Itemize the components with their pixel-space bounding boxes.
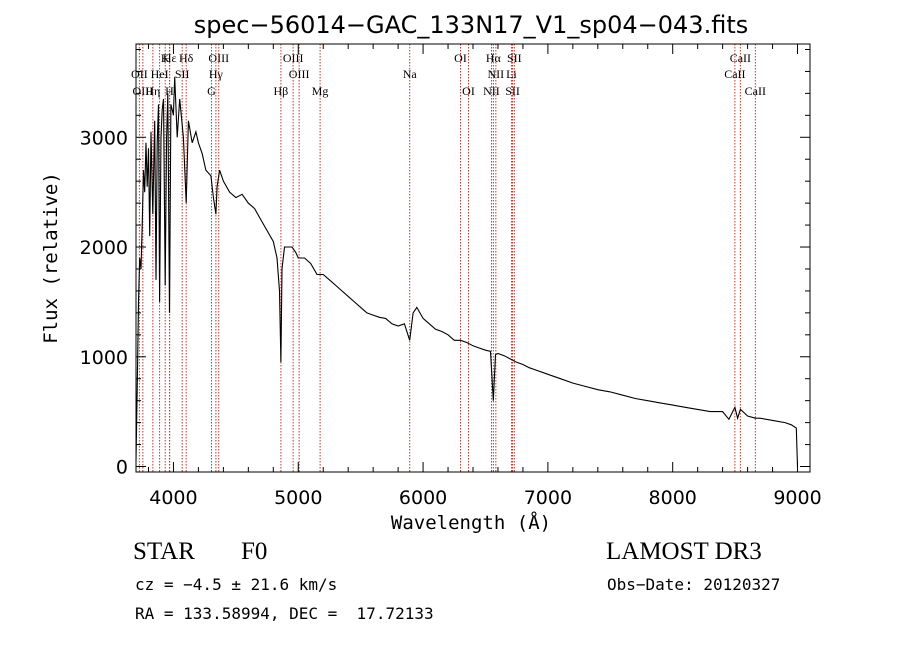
line-label-3: OIII [208, 51, 229, 65]
x-tick-label-8000: 8000 [649, 487, 697, 509]
spectral-subclass: F0 [241, 538, 268, 565]
y-axis-label: Flux (relative) [40, 172, 62, 344]
observation-date: Obs−Date: 20120327 [607, 575, 781, 594]
y-tick-label-0: 0 [116, 457, 128, 479]
y-tick-label-2000: 2000 [80, 237, 128, 259]
line-label-22: Hβ [274, 84, 289, 98]
line-label-14: Na [403, 67, 418, 81]
spectrum-line [135, 76, 799, 467]
line-label-26: SII [505, 84, 520, 98]
plot-frame [135, 43, 811, 473]
survey-name: LAMOST DR3 [606, 538, 762, 565]
spectral-line-markers [138, 44, 756, 472]
line-label-8: CaII [730, 51, 751, 65]
line-label-7: SII [507, 51, 522, 65]
y-tick-label-3000: 3000 [80, 127, 128, 149]
coordinates: RA = 133.58994, DEC = 17.72133 [135, 604, 434, 623]
x-tick-label-7000: 7000 [524, 487, 572, 509]
line-label-19: Hη [145, 84, 160, 98]
line-label-1: K [161, 51, 170, 65]
line-label-10: HeI [151, 67, 169, 81]
line-label-27: CaII [745, 84, 766, 98]
x-tick-label-9000: 9000 [773, 487, 821, 509]
line-label-21: G [207, 84, 216, 98]
line-label-18: OIII [133, 84, 154, 98]
axis-ticks: 4000 5000 6000 7000 8000 9000 0 1000 2000 3000 [80, 44, 822, 509]
object-class: STAR [133, 538, 195, 565]
line-label-0: Hε [163, 51, 177, 65]
x-tick-label-4000: 4000 [149, 487, 197, 509]
redshift-velocity: cz = −4.5 ± 21.6 km/s [135, 575, 338, 594]
spectral-line-labels: HεK Hδ OIII OIII OI Hα SII CaII OII HeI SII Hγ OIII N… [131, 51, 766, 98]
line-label-12: Hγ [209, 67, 224, 81]
line-label-4: OIII [283, 51, 304, 65]
line-label-16: Li [506, 67, 517, 81]
line-label-23: Mg [312, 84, 329, 98]
line-label-13: OIII [289, 67, 310, 81]
line-label-11: SII [175, 67, 190, 81]
line-label-15: NII [488, 67, 505, 81]
line-label-24: OI [462, 84, 475, 98]
line-label-9: OII [131, 67, 148, 81]
line-label-5: OI [454, 51, 467, 65]
x-tick-label-5000: 5000 [274, 487, 322, 509]
x-tick-label-6000: 6000 [399, 487, 447, 509]
line-label-2: Hδ [179, 51, 194, 65]
line-label-20: H [165, 84, 174, 98]
line-label-6: Hα [486, 51, 502, 65]
y-tick-label-1000: 1000 [80, 347, 128, 369]
line-label-17: CaII [724, 67, 745, 81]
line-label-25: NII [483, 84, 500, 98]
chart-title: spec−56014−GAC_133N17_V1_sp04−043.fits [194, 11, 748, 39]
x-axis-label: Wavelength (Å) [391, 511, 551, 534]
